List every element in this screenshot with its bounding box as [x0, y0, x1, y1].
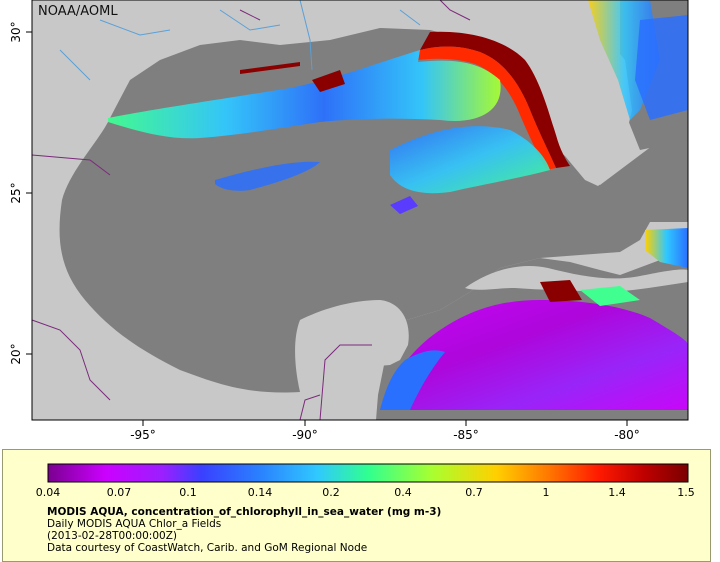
- patch-delta-line: [240, 62, 300, 74]
- scale-tick-label: 0.07: [106, 486, 132, 499]
- scale-tick-label: 0.14: [247, 486, 273, 499]
- lon-tick-label: -85°: [453, 428, 479, 442]
- chlorophyll-map: [26, 0, 689, 426]
- coastal-high-chl-band: [420, 31, 570, 169]
- legend-credit: Data courtesy of CoastWatch, Carib. and …: [47, 542, 368, 554]
- caribbean-low-chl: [380, 300, 688, 410]
- swath-upper: [108, 50, 501, 139]
- color-scale-gradient: [47, 463, 689, 483]
- scale-tick-label: 0.04: [35, 486, 61, 499]
- yucatan-peninsula: [295, 300, 409, 395]
- scale-tick-label: 0.7: [465, 486, 483, 499]
- florida-peninsula: [520, 30, 632, 186]
- agency-label: NOAA/AOML: [38, 4, 118, 19]
- cuba-coastal-green: [580, 286, 640, 306]
- scale-tick-label: 0.2: [322, 486, 340, 499]
- lon-tick-label: -90°: [292, 428, 318, 442]
- scale-tick-label: 1.4: [608, 486, 626, 499]
- swath-west: [215, 161, 320, 191]
- lon-tick-label: -95°: [130, 428, 156, 442]
- scale-tick-label: 1: [542, 486, 550, 499]
- patch-south-small: [390, 196, 418, 214]
- legend-subtitle: Daily MODIS AQUA Chlor_a Fields: [47, 518, 222, 530]
- bahamas-chl: [645, 228, 688, 268]
- swath-mid-blue: [390, 126, 550, 194]
- scale-tick-label: 1.5: [677, 486, 695, 499]
- lon-tick-marks: [142, 420, 628, 426]
- legend-title: MODIS AQUA, concentration_of_chlorophyll…: [47, 506, 442, 518]
- political-borders: [31, 0, 471, 421]
- atlantic-swath-blue: [635, 15, 688, 120]
- scale-tick-label: 0.4: [394, 486, 412, 499]
- cuba-island: [465, 266, 688, 292]
- caribbean-blue-edge: [380, 350, 445, 410]
- lon-tick-label: -80°: [614, 428, 640, 442]
- patch-delta-red: [312, 70, 345, 92]
- scale-tick-label: 0.1: [179, 486, 197, 499]
- legend-date: (2013-02-28T00:00:00Z): [47, 530, 177, 542]
- lat-tick-marks: [26, 31, 32, 355]
- map-frame: [31, 0, 689, 421]
- cuba-coastal-red: [540, 280, 582, 302]
- rivers: [59, 0, 421, 81]
